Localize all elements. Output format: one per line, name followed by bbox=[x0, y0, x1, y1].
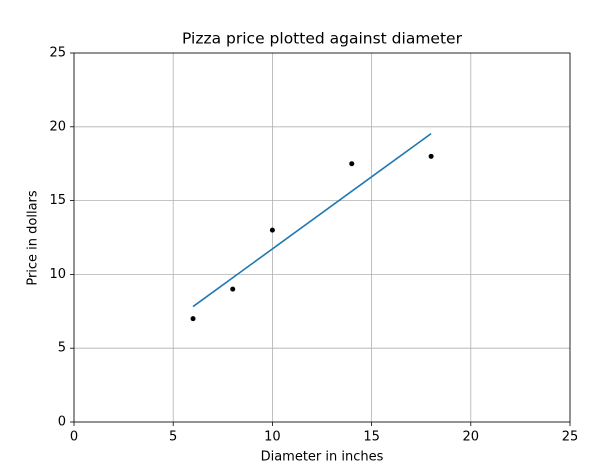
x-tick-label: 10 bbox=[264, 430, 281, 445]
chart-title: Pizza price plotted against diameter bbox=[182, 30, 463, 48]
point bbox=[428, 153, 434, 159]
point bbox=[349, 161, 355, 167]
point bbox=[230, 286, 236, 292]
y-tick-label: 25 bbox=[49, 46, 66, 61]
x-axis-label: Diameter in inches bbox=[261, 450, 384, 465]
y-tick-label: 5 bbox=[58, 341, 66, 356]
x-tick-label: 25 bbox=[562, 430, 579, 445]
point bbox=[269, 227, 275, 233]
point bbox=[190, 316, 196, 322]
x-tick-label: 5 bbox=[169, 430, 177, 445]
plot-frame bbox=[73, 52, 571, 423]
y-axis-label: Price in dollars bbox=[26, 190, 41, 286]
x-tick-label: 20 bbox=[463, 430, 480, 445]
fit-line bbox=[192, 132, 432, 308]
x-tick-label: 0 bbox=[70, 430, 78, 445]
x-tick-label: 15 bbox=[363, 430, 380, 445]
y-tick-label: 10 bbox=[49, 267, 66, 282]
y-tick-label: 0 bbox=[58, 415, 66, 430]
y-tick-label: 20 bbox=[49, 119, 66, 134]
y-tick-label: 15 bbox=[49, 193, 66, 208]
